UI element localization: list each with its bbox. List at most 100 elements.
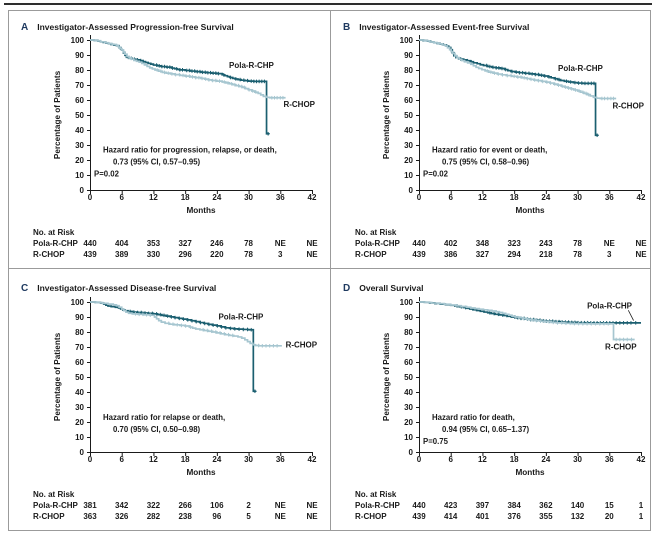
risk-value: 439 [412, 250, 426, 259]
panel-header: D Overall Survival [343, 278, 424, 296]
x-tick-label: 36 [605, 455, 614, 464]
risk-value: 140 [571, 501, 585, 510]
panel-progression-free-survival: A Investigator-Assessed Progression-free … [9, 11, 330, 268]
x-tick-label: 18 [510, 455, 519, 464]
panel-title: Investigator-Assessed Event-free Surviva… [359, 22, 530, 32]
risk-value: 266 [178, 501, 192, 510]
y-tick-label: 20 [75, 156, 84, 165]
risk-value: 439 [83, 250, 97, 259]
x-tick-label: 0 [88, 193, 93, 202]
x-tick-label: 18 [181, 455, 190, 464]
curve-label: R-CHOP [605, 342, 637, 351]
x-tick-label: 0 [417, 193, 422, 202]
top-rule [4, 3, 652, 5]
series-pola-r-chp: Pola-R-CHP [90, 301, 264, 394]
curve-label: R-CHOP [286, 340, 318, 349]
risk-value: 1 [639, 512, 644, 521]
y-tick-label: 30 [404, 141, 413, 150]
y-tick-label: 100 [71, 36, 85, 45]
risk-value: NE [635, 250, 647, 259]
risk-value: NE [306, 239, 318, 248]
risk-value: NE [306, 250, 318, 259]
y-tick-label: 50 [404, 373, 413, 382]
y-tick-label: 60 [404, 358, 413, 367]
risk-value: NE [306, 512, 318, 521]
annotation-line: Hazard ratio for relapse or death, [103, 413, 225, 422]
risk-row-label: Pola-R-CHP [355, 239, 401, 248]
risk-value: 296 [178, 250, 192, 259]
annotation-line: P=0.02 [94, 170, 120, 179]
risk-value: 326 [115, 512, 129, 521]
y-tick-label: 90 [75, 51, 84, 60]
risk-value: 363 [83, 512, 97, 521]
y-tick-label: 10 [75, 171, 84, 180]
x-tick-label: 24 [212, 455, 221, 464]
km-chart-dfs: 0 10 20 30 40 50 60 70 80 90 100 0 6 12 18 24 30 36 42 Perc… [33, 297, 318, 521]
y-axis-label: Percentage of Patients [382, 70, 391, 159]
risk-value: 15 [605, 501, 614, 510]
risk-value: 3 [278, 250, 283, 259]
risk-value: 238 [178, 512, 192, 521]
y-tick-label: 40 [75, 126, 84, 135]
annotation-line: 0.73 (95% CI, 0.57–0.95) [113, 158, 201, 167]
panel-divider-horizontal [9, 268, 650, 269]
axes: 0 10 20 30 40 50 60 70 80 90 100 0 6 12 18 24 30 36 42 [71, 297, 317, 464]
x-tick-label: 18 [510, 193, 519, 202]
y-tick-label: 90 [75, 313, 84, 322]
risk-value: 397 [476, 501, 490, 510]
risk-value: 322 [147, 501, 161, 510]
annotation-line: 0.75 (95% CI, 0.58–0.96) [442, 158, 530, 167]
y-tick-label: 100 [400, 298, 414, 307]
x-axis-label: Months [515, 468, 545, 477]
risk-table: No. at Risk Pola-R-CHP 440 404 353 327 246 78 NE… [33, 228, 318, 259]
risk-value: 381 [83, 501, 97, 510]
y-tick-label: 40 [75, 388, 84, 397]
panel-letter: D [343, 283, 351, 294]
y-tick-label: 60 [404, 96, 413, 105]
risk-value: 3 [607, 250, 612, 259]
risk-row-label: R-CHOP [355, 250, 387, 259]
x-tick-label: 30 [573, 193, 582, 202]
risk-value: 362 [539, 501, 553, 510]
risk-value: 402 [444, 239, 458, 248]
risk-table-header: No. at Risk [33, 490, 75, 499]
km-chart-efs: 0 10 20 30 40 50 60 70 80 90 100 0 6 12 18 24 30 36 42 Perc… [355, 35, 647, 259]
x-axis-label: Months [186, 468, 216, 477]
risk-value: 78 [573, 239, 582, 248]
y-tick-label: 70 [404, 81, 413, 90]
curve-label: R-CHOP [283, 100, 315, 109]
axes: 0 10 20 30 40 50 60 70 80 90 100 0 6 12 18 24 30 36 42 [400, 35, 646, 202]
risk-table-header: No. at Risk [33, 228, 75, 237]
risk-value: 330 [147, 250, 161, 259]
curve-label: Pola-R-CHP [558, 64, 604, 73]
risk-row-label: R-CHOP [33, 512, 65, 521]
y-tick-label: 90 [404, 313, 413, 322]
risk-value: NE [275, 512, 287, 521]
risk-table: No. at Risk Pola-R-CHP 440 402 348 323 243 78 NE… [355, 228, 647, 259]
panel-title: Investigator-Assessed Disease-free Survi… [37, 283, 217, 293]
risk-value: 404 [115, 239, 129, 248]
y-tick-label: 90 [404, 51, 413, 60]
annotation-line: Hazard ratio for event or death, [432, 146, 547, 155]
y-tick-label: 0 [80, 186, 85, 195]
x-tick-label: 24 [541, 455, 550, 464]
x-tick-label: 36 [605, 193, 614, 202]
risk-value: 132 [571, 512, 585, 521]
y-tick-label: 50 [75, 373, 84, 382]
x-tick-label: 12 [149, 193, 158, 202]
x-tick-label: 12 [478, 455, 487, 464]
y-tick-label: 30 [75, 403, 84, 412]
km-chart-os: 0 10 20 30 40 50 60 70 80 90 100 0 6 12 18 24 30 36 42 Perc… [355, 297, 646, 521]
risk-value: 106 [210, 501, 224, 510]
series-r-chop: R-CHOP [419, 301, 637, 351]
panel-divider-vertical [330, 11, 331, 530]
risk-value: 376 [507, 512, 521, 521]
x-tick-label: 0 [88, 455, 93, 464]
x-tick-label: 24 [212, 193, 221, 202]
risk-value: 323 [507, 239, 521, 248]
y-tick-label: 80 [75, 328, 84, 337]
panel-letter: C [21, 283, 29, 294]
y-tick-label: 0 [409, 186, 414, 195]
x-tick-label: 36 [276, 193, 285, 202]
